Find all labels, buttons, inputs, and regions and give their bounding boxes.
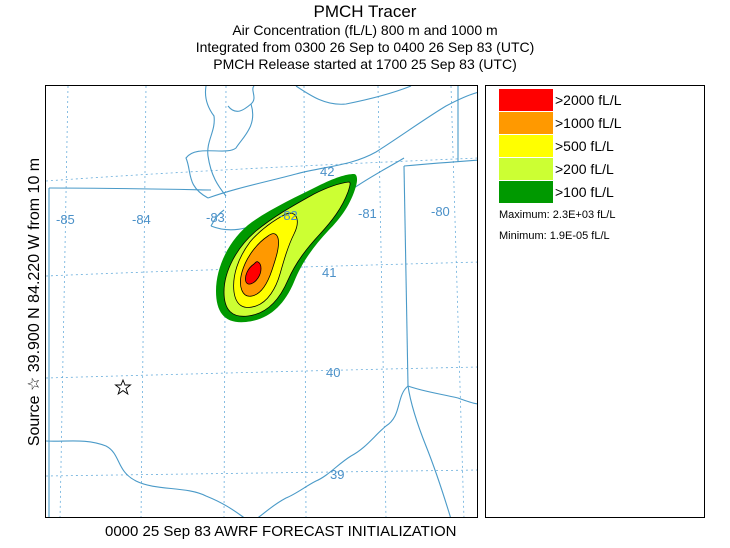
plume	[216, 174, 358, 323]
lat-label-39: 39	[330, 467, 344, 482]
parallel-39	[46, 469, 477, 477]
meridian-85	[59, 86, 69, 517]
lat-label-41: 41	[322, 265, 336, 280]
plot-title: PMCH Tracer	[313, 2, 417, 21]
legend-swatch-100	[499, 181, 553, 203]
minimum-value: Minimum: 1.9E-05 fL/L	[499, 230, 610, 242]
parallel-40	[46, 366, 477, 379]
longitude-labels: -85 -84 -83 -82 -81 -80	[56, 204, 450, 227]
legend-swatch-2000	[499, 89, 553, 111]
maumee	[210, 209, 225, 227]
legend-label-500: >500 fL/L	[555, 138, 614, 154]
michigan-lake-shore	[204, 86, 227, 197]
detroit-river	[227, 86, 255, 112]
star-icon	[114, 378, 132, 396]
lake-erie-north	[207, 91, 477, 199]
legend-label-100: >100 fL/L	[555, 184, 614, 200]
source-location-label: Source ☆ 39.900 N 84.220 W from 10 m	[26, 157, 43, 447]
ontario-shore	[295, 86, 412, 105]
meridian-80	[450, 86, 465, 517]
lon-label-83: -83	[206, 210, 225, 225]
lon-label-85: -85	[56, 212, 75, 227]
ny-pa-line	[403, 159, 477, 167]
legend-label-2000: >2000 fL/L	[555, 92, 622, 108]
legend-swatch-500	[499, 135, 553, 157]
latitude-labels: 42 41 40 39	[320, 164, 344, 482]
title-block: PMCH Tracer Air Concentration (fL/L) 800…	[0, 2, 730, 73]
contour-2000	[245, 261, 261, 285]
lat-label-42: 42	[320, 164, 334, 179]
legend-item-100: >100 fL/L	[499, 181, 699, 203]
subtitle-concentration: Air Concentration (fL/L) 800 m and 1000 …	[232, 22, 498, 38]
meridian-82	[303, 86, 307, 517]
parallel-42	[46, 157, 477, 182]
legend-label-1000: >1000 fL/L	[555, 115, 622, 131]
legend-item-200: >200 fL/L	[499, 158, 699, 180]
legend-item-2000: >2000 fL/L	[499, 89, 699, 111]
lon-label-82: -82	[279, 208, 298, 223]
lon-label-81: -81	[358, 206, 377, 221]
ohio-river	[46, 440, 245, 517]
maximum-value: Maximum: 2.3E+03 fL/L	[499, 209, 616, 221]
lake-huron	[185, 103, 254, 199]
subtitle-integration: Integrated from 0300 26 Sep to 0400 26 S…	[195, 39, 535, 55]
lat-label-40: 40	[326, 365, 340, 380]
legend-label-200: >200 fL/L	[555, 161, 614, 177]
maryland-line	[407, 385, 477, 405]
meridian-84	[140, 86, 147, 517]
map-svg: -85 -84 -83 -82 -81 -80 42 41 40 39	[46, 86, 477, 517]
legend-panel: >2000 fL/L >1000 fL/L >500 fL/L >200 fL/…	[485, 85, 705, 518]
legend-item-500: >500 fL/L	[499, 135, 699, 157]
legend-swatch-200	[499, 158, 553, 180]
wv-panhandle	[257, 385, 409, 517]
contour-outlines	[223, 181, 351, 317]
legend-item-1000: >1000 fL/L	[499, 112, 699, 134]
footer-initialization: 0000 25 Sep 83 AWRF FORECAST INITIALIZAT…	[105, 523, 457, 540]
meridian-81	[377, 86, 387, 517]
lon-label-84: -84	[132, 212, 151, 227]
wv-va-line	[407, 385, 451, 517]
michigan-ohio-line	[48, 187, 212, 191]
subtitle-release: PMCH Release started at 1700 25 Sep 83 (…	[213, 56, 517, 72]
map-panel: -85 -84 -83 -82 -81 -80 42 41 40 39	[45, 85, 478, 518]
lon-label-80: -80	[431, 204, 450, 219]
legend-swatch-1000	[499, 112, 553, 134]
ohio-pa-line	[403, 165, 409, 387]
